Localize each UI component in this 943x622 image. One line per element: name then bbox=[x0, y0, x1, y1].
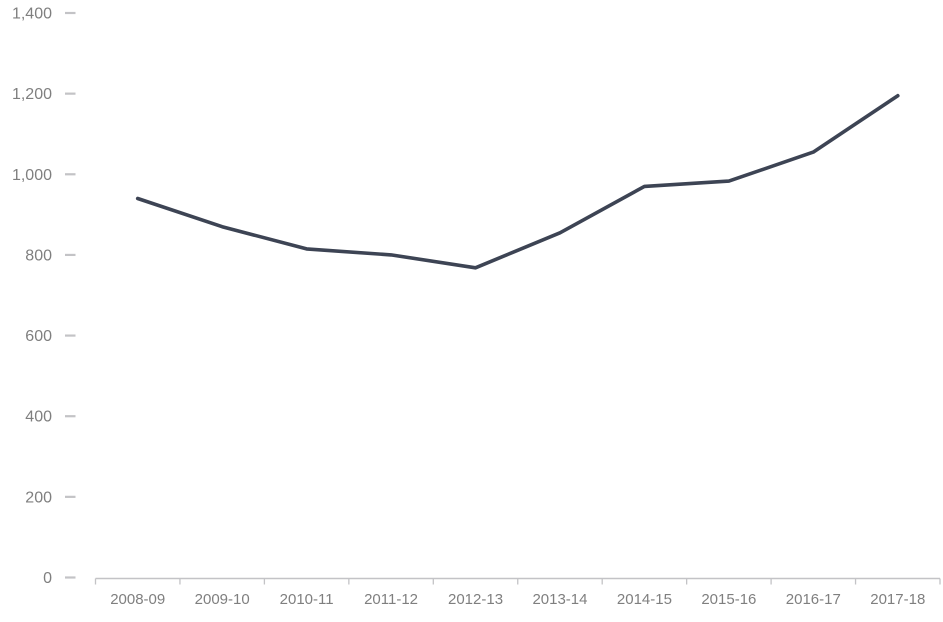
x-axis-label: 2016-17 bbox=[786, 591, 841, 608]
y-axis-label: 1,200 bbox=[12, 86, 52, 103]
x-axis-label: 2014-15 bbox=[617, 591, 672, 608]
y-axis-label: 1,000 bbox=[12, 167, 52, 184]
x-axis-label: 2012-13 bbox=[448, 591, 503, 608]
x-axis-label: 2013-14 bbox=[532, 591, 587, 608]
x-axis-label: 2011-12 bbox=[364, 591, 418, 608]
data-line bbox=[135, 93, 900, 270]
y-axis-label: 1,400 bbox=[12, 6, 52, 23]
x-axis-label: 2008-09 bbox=[110, 591, 165, 608]
x-axis-label: 2015-16 bbox=[701, 591, 756, 608]
x-axis-label: 2010-11 bbox=[280, 591, 334, 608]
y-axis-label: 600 bbox=[25, 328, 52, 345]
y-axis-label: 200 bbox=[25, 489, 52, 506]
y-axis-label: 400 bbox=[25, 409, 52, 426]
x-axis-label: 2009-10 bbox=[195, 591, 250, 608]
y-axis-label: 0 bbox=[43, 570, 52, 587]
y-axis-label: 800 bbox=[25, 247, 52, 264]
x-axis-label: 2017-18 bbox=[870, 591, 925, 608]
